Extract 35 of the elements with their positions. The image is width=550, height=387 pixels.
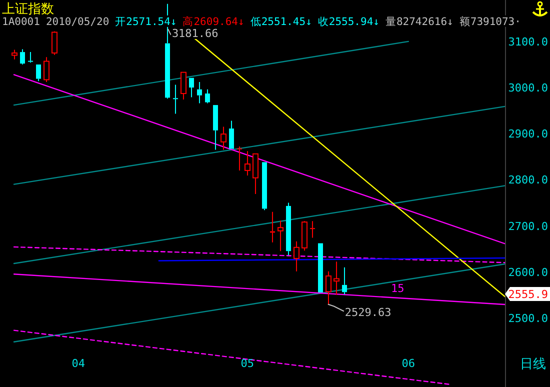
candlestick: [173, 84, 178, 114]
annotation: 收2555.94↓: [318, 16, 380, 28]
annotation: 高2609.64↓: [182, 15, 244, 28]
candlestick: [278, 220, 284, 252]
annotation: 低2551.45↓: [250, 16, 312, 28]
candlestick: [220, 126, 226, 150]
candlestick: [310, 220, 315, 238]
chart-title: 上证指数: [2, 2, 54, 17]
y-tick-label: 2500.0: [508, 312, 548, 325]
x-tick-label: 05: [240, 357, 254, 370]
x-tick-label: 04: [72, 357, 86, 370]
candlestick: [20, 48, 25, 65]
annotation: 2010/05/20: [46, 16, 110, 28]
annotation: 15: [391, 282, 404, 295]
x-tick-label: 06: [402, 357, 416, 370]
candlestick: [334, 261, 340, 296]
y-tick-label: 3100.0: [508, 35, 548, 48]
candlestick: [294, 240, 300, 272]
candlestick: [197, 82, 202, 104]
y-tick-label: 3000.0: [508, 82, 548, 95]
candlestick: [342, 266, 347, 295]
y-tick-label: 2600.0: [508, 266, 548, 279]
annotation: 额7391073·: [459, 15, 521, 28]
annotation: 量82742616↓: [385, 16, 454, 28]
candlestick: [244, 150, 250, 176]
y-tick-label: 2800.0: [508, 174, 548, 187]
candlestick: [237, 146, 242, 171]
y-tick-label: 2900.0: [508, 128, 548, 141]
annotation: 3181.66: [172, 27, 218, 40]
annotation: 2529.63: [344, 306, 392, 320]
candlestick: [286, 202, 291, 256]
annotation: 2555.9: [508, 288, 548, 301]
x-axis-title: 日线: [520, 357, 546, 372]
y-tick-label: 2700.0: [508, 220, 548, 233]
annotation: 1A0001: [2, 16, 40, 28]
